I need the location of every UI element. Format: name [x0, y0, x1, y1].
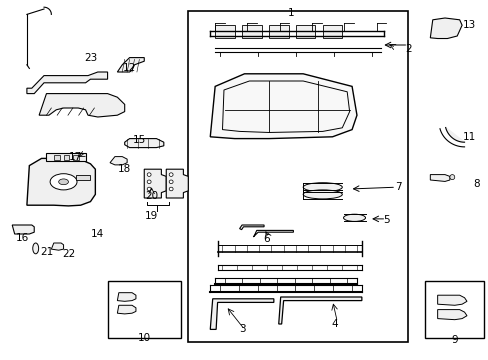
Text: 15: 15 — [132, 135, 146, 145]
Text: 7: 7 — [394, 182, 401, 192]
Ellipse shape — [303, 190, 342, 199]
Ellipse shape — [50, 174, 77, 190]
Polygon shape — [278, 297, 361, 324]
Text: 12: 12 — [122, 63, 136, 73]
Ellipse shape — [59, 179, 68, 185]
Ellipse shape — [449, 175, 454, 180]
Text: 8: 8 — [472, 179, 479, 189]
Text: 19: 19 — [144, 211, 158, 221]
Text: 10: 10 — [138, 333, 150, 343]
Ellipse shape — [169, 180, 173, 184]
Polygon shape — [46, 153, 85, 161]
Polygon shape — [124, 139, 163, 148]
Ellipse shape — [343, 214, 365, 221]
Text: 18: 18 — [118, 164, 131, 174]
Text: 2: 2 — [404, 44, 411, 54]
Ellipse shape — [147, 187, 151, 191]
Polygon shape — [110, 157, 127, 165]
Polygon shape — [322, 25, 342, 38]
Text: 14: 14 — [91, 229, 104, 239]
Polygon shape — [166, 169, 188, 198]
Polygon shape — [144, 169, 166, 198]
Text: 9: 9 — [450, 335, 457, 345]
Polygon shape — [445, 127, 464, 142]
Polygon shape — [253, 230, 293, 237]
Polygon shape — [73, 155, 79, 160]
Text: 17: 17 — [69, 152, 82, 162]
Ellipse shape — [169, 173, 173, 176]
Ellipse shape — [303, 183, 342, 192]
Polygon shape — [295, 25, 315, 38]
Polygon shape — [117, 58, 144, 72]
Polygon shape — [51, 243, 63, 250]
Text: 16: 16 — [15, 233, 29, 243]
Polygon shape — [429, 175, 449, 181]
Text: 1: 1 — [287, 8, 294, 18]
Polygon shape — [210, 74, 356, 139]
Ellipse shape — [33, 243, 39, 254]
Polygon shape — [54, 155, 60, 160]
Text: 22: 22 — [61, 249, 75, 259]
Polygon shape — [63, 155, 69, 160]
Polygon shape — [76, 175, 90, 180]
Ellipse shape — [147, 180, 151, 184]
Polygon shape — [39, 94, 124, 117]
Polygon shape — [215, 25, 234, 38]
Polygon shape — [239, 225, 264, 230]
Polygon shape — [117, 293, 136, 301]
Polygon shape — [12, 225, 34, 234]
Text: 20: 20 — [145, 191, 158, 201]
Polygon shape — [429, 18, 461, 39]
Ellipse shape — [147, 173, 151, 176]
Text: 3: 3 — [238, 324, 245, 334]
Polygon shape — [27, 72, 107, 94]
Text: 5: 5 — [382, 215, 389, 225]
Text: 11: 11 — [462, 132, 475, 142]
Polygon shape — [437, 310, 466, 320]
Polygon shape — [117, 305, 136, 314]
Text: 4: 4 — [331, 319, 338, 329]
Text: 6: 6 — [263, 234, 269, 244]
Polygon shape — [437, 295, 466, 305]
Polygon shape — [210, 299, 273, 329]
Text: 23: 23 — [83, 53, 97, 63]
Text: 21: 21 — [40, 247, 53, 257]
Text: 13: 13 — [462, 20, 475, 30]
Polygon shape — [242, 25, 261, 38]
Polygon shape — [27, 158, 95, 206]
Polygon shape — [268, 25, 288, 38]
Ellipse shape — [169, 187, 173, 191]
